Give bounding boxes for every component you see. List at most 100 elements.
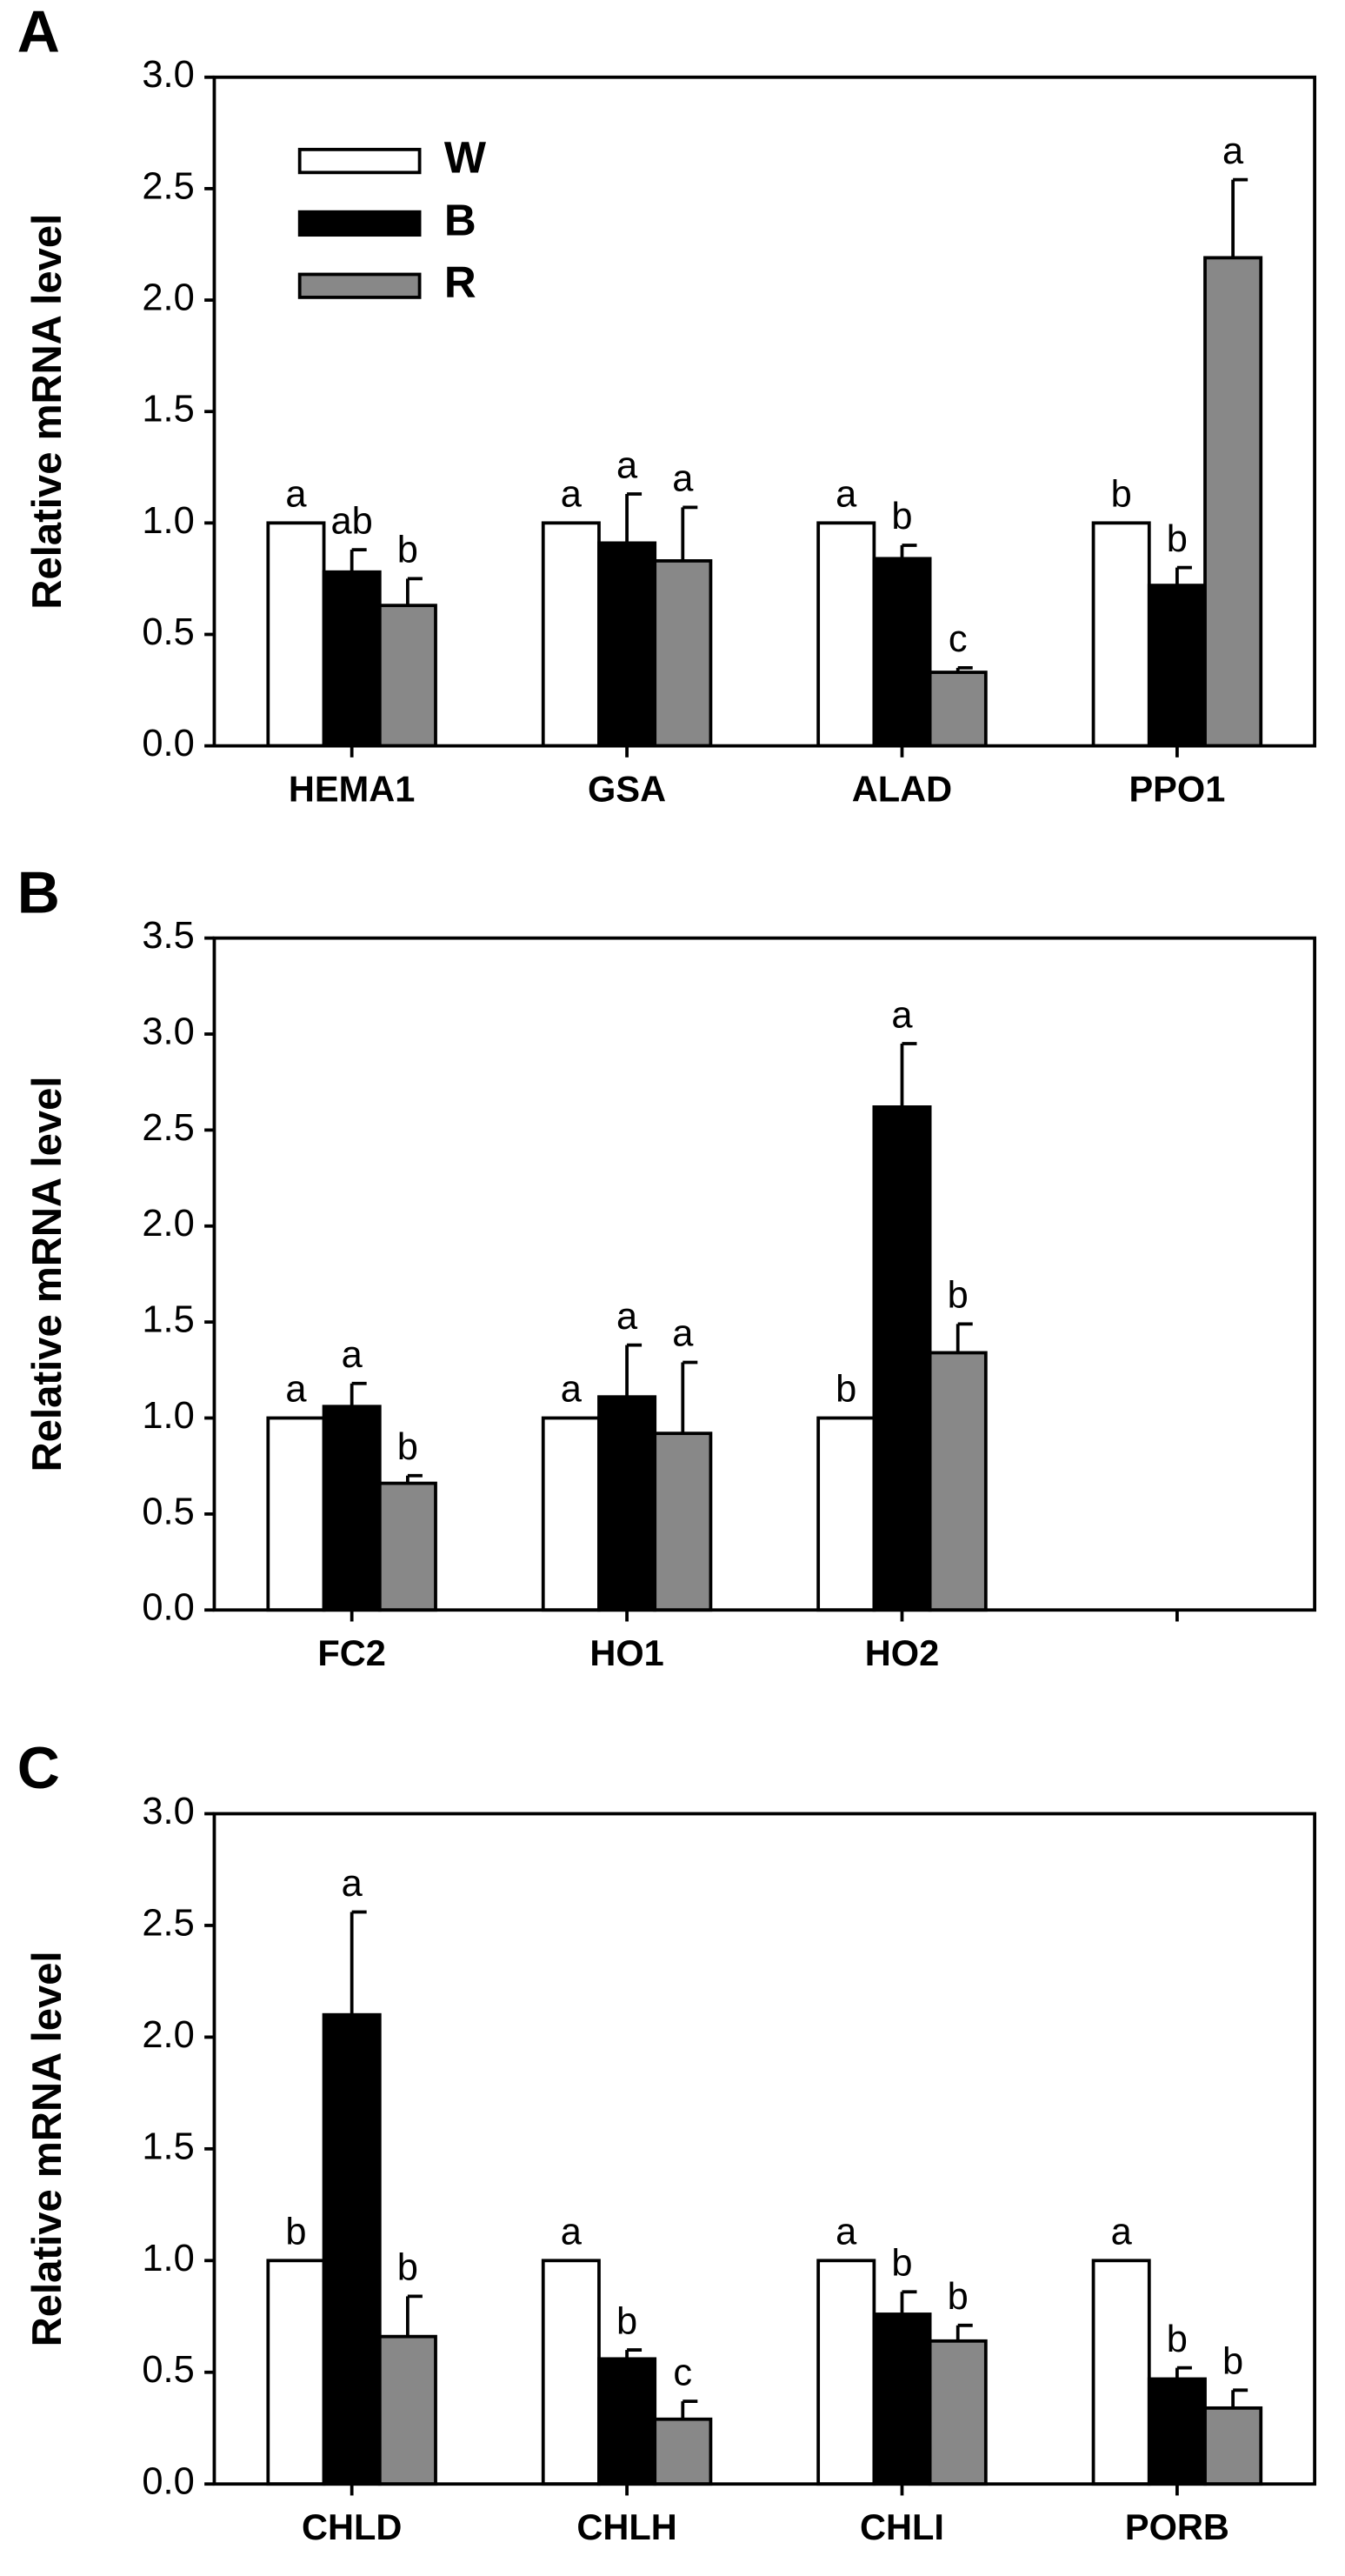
significance-letter: a: [616, 1296, 638, 1338]
bar: [872, 557, 932, 748]
bar: [377, 1481, 437, 1612]
significance-letter: a: [285, 474, 307, 516]
significance-letter: b: [1167, 518, 1188, 560]
bar: [653, 2417, 713, 2486]
significance-letter: a: [561, 2212, 583, 2253]
significance-letter: a: [561, 474, 583, 516]
plot-frame: [212, 1812, 1316, 2486]
y-tick-label: 3.5: [142, 915, 194, 957]
y-tick-label: 1.5: [142, 2126, 194, 2167]
bar: [597, 541, 657, 748]
significance-letter: a: [616, 444, 638, 486]
bar: [816, 521, 876, 748]
bar: [1091, 521, 1151, 748]
significance-letter: b: [616, 2300, 637, 2342]
bar: [928, 1351, 988, 1612]
bar: [322, 2012, 382, 2486]
y-tick-label: 1.5: [142, 1299, 194, 1341]
x-tick-label: HO1: [589, 1632, 663, 1673]
x-tick-label: ALAD: [852, 768, 952, 809]
significance-letter: ab: [331, 500, 373, 542]
bar: [1091, 2259, 1151, 2486]
y-tick-label: 0.5: [142, 2349, 194, 2391]
significance-letter: a: [561, 1369, 583, 1411]
bar: [322, 1405, 382, 1612]
y-axis-label: Relative mRNA level: [24, 214, 70, 610]
y-tick-label: 2.5: [142, 1107, 194, 1149]
y-tick-label: 2.0: [142, 277, 194, 319]
y-tick-label: 0.0: [142, 723, 194, 764]
legend-label: W: [444, 133, 487, 183]
x-tick-label: CHLD: [302, 2506, 402, 2547]
legend-swatch: [297, 210, 422, 237]
significance-letter: c: [673, 2352, 692, 2393]
panel-label: A: [17, 0, 60, 65]
legend-label: B: [444, 195, 476, 244]
bar: [1147, 584, 1207, 748]
bar: [322, 570, 382, 748]
bar: [597, 1395, 657, 1612]
panel-label: C: [17, 1735, 60, 1801]
significance-letter: a: [1111, 2212, 1133, 2253]
significance-letter: a: [1222, 130, 1244, 172]
y-tick-label: 3.0: [142, 54, 194, 96]
y-tick-label: 1.0: [142, 500, 194, 542]
bar: [1203, 2406, 1263, 2486]
bar: [653, 1431, 713, 1612]
bar: [377, 604, 437, 748]
y-tick-label: 1.0: [142, 2238, 194, 2279]
significance-letter: a: [342, 1334, 363, 1376]
y-tick-label: 0.0: [142, 1587, 194, 1629]
bar: [597, 2357, 657, 2486]
x-tick-label: HO2: [865, 1632, 939, 1673]
significance-letter: b: [1111, 474, 1132, 516]
y-tick-label: 2.0: [142, 1203, 194, 1245]
bar: [377, 2334, 437, 2486]
significance-letter: a: [836, 2212, 857, 2253]
bar: [816, 1416, 876, 1612]
legend-swatch: [297, 272, 422, 299]
y-tick-label: 3.0: [142, 1011, 194, 1052]
significance-letter: b: [891, 2243, 912, 2285]
plot-frame: [212, 75, 1316, 748]
x-tick-label: PORB: [1125, 2506, 1229, 2547]
y-tick-label: 1.0: [142, 1395, 194, 1437]
significance-letter: b: [1167, 2319, 1188, 2360]
significance-letter: b: [397, 2247, 418, 2289]
y-axis-label: Relative mRNA level: [24, 1076, 70, 1472]
y-tick-label: 0.5: [142, 1491, 194, 1532]
bar: [1147, 2377, 1207, 2486]
significance-letter: a: [672, 1313, 694, 1355]
y-tick-label: 1.5: [142, 389, 194, 430]
plot-frame: [212, 936, 1316, 1612]
significance-letter: a: [342, 1863, 363, 1905]
significance-letter: b: [397, 530, 418, 571]
x-tick-label: PPO1: [1129, 768, 1225, 809]
legend-swatch: [297, 148, 422, 175]
x-tick-label: HEMA1: [289, 768, 415, 809]
x-tick-label: FC2: [317, 1632, 386, 1673]
bar: [1203, 256, 1263, 748]
significance-letter: b: [285, 2212, 306, 2253]
x-tick-label: CHLH: [576, 2506, 676, 2547]
significance-letter: a: [672, 458, 694, 500]
legend-label: R: [444, 257, 476, 307]
significance-letter: b: [836, 1369, 856, 1411]
bar: [541, 1416, 601, 1612]
bar: [816, 2259, 876, 2486]
y-tick-label: 2.0: [142, 2014, 194, 2056]
bar: [653, 559, 713, 748]
y-axis-label: Relative mRNA level: [24, 1951, 70, 2346]
bar: [541, 2259, 601, 2486]
x-tick-label: GSA: [588, 768, 666, 809]
bar: [928, 671, 988, 748]
bar: [872, 2312, 932, 2486]
bar: [266, 1416, 326, 1612]
x-tick-label: CHLI: [860, 2506, 944, 2547]
bar: [541, 521, 601, 748]
significance-letter: b: [397, 1426, 418, 1468]
significance-letter: a: [891, 994, 913, 1036]
significance-letter: a: [285, 1369, 307, 1411]
bar: [872, 1105, 932, 1612]
